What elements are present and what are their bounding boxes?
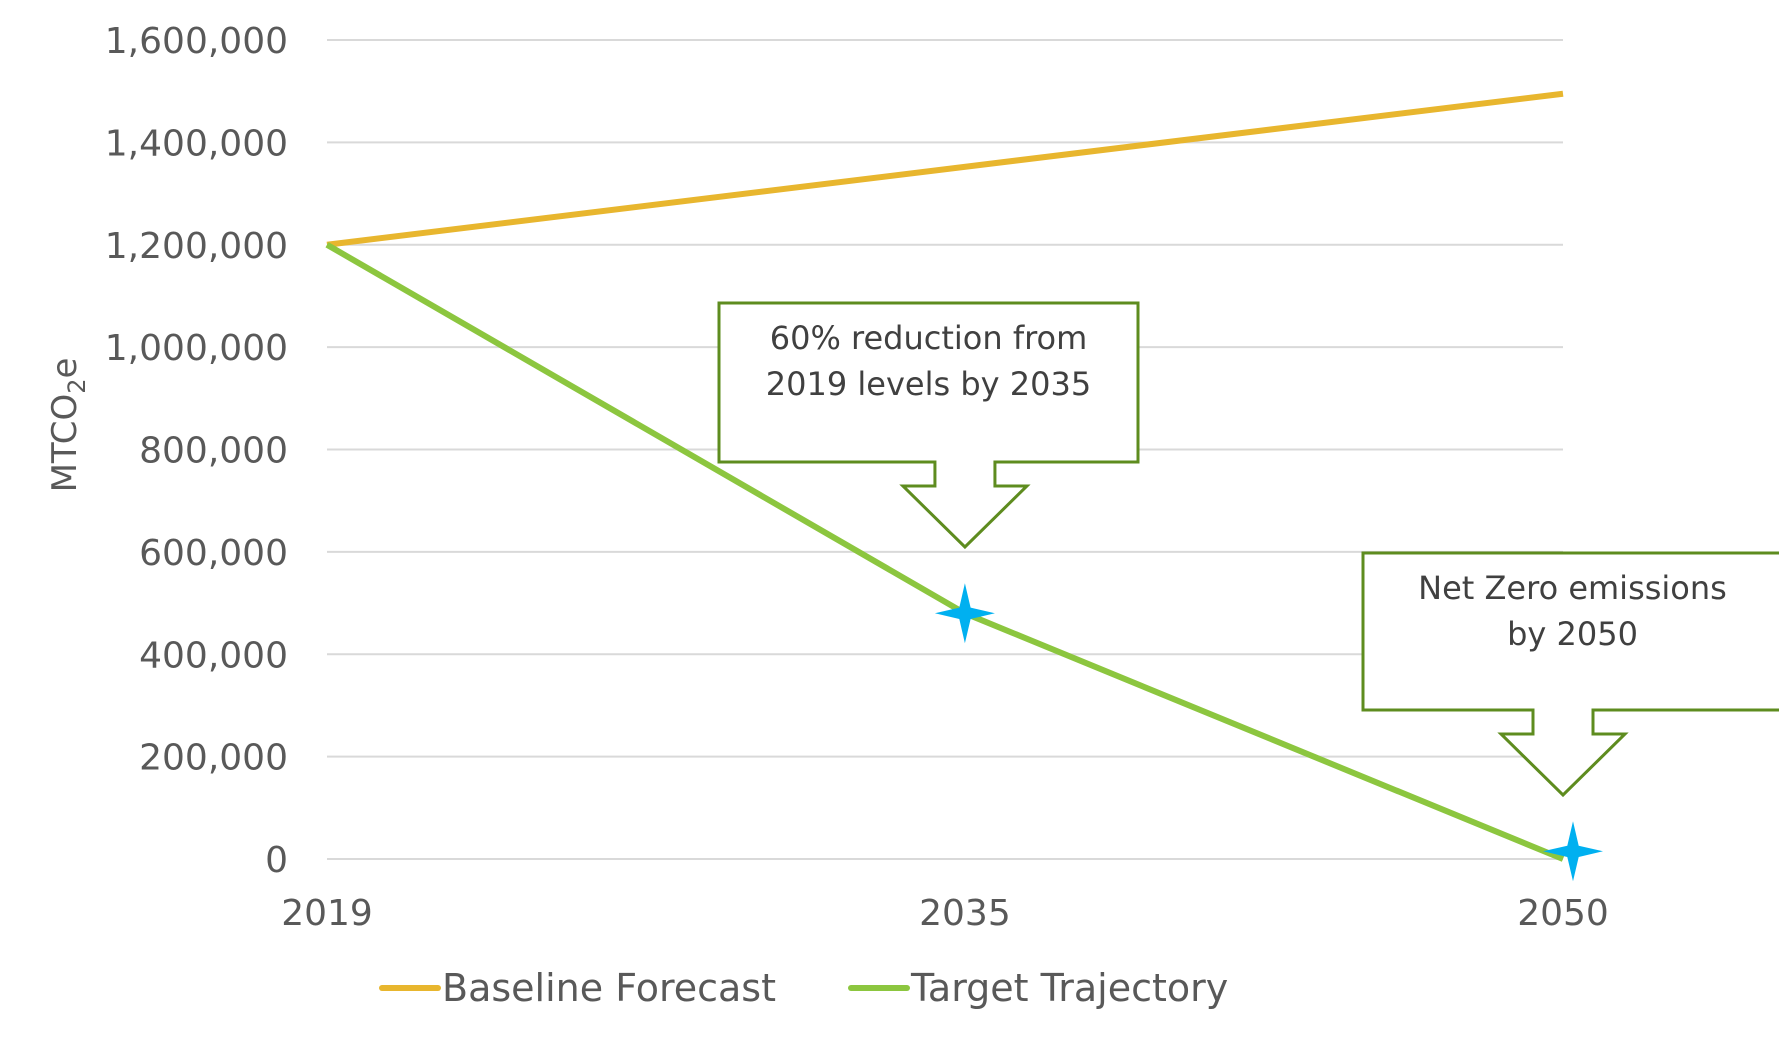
y-tick-label: 800,000 xyxy=(139,431,288,472)
y-tick-label: 1,200,000 xyxy=(105,226,288,267)
x-axis-tick-labels: 2019 2035 2050 xyxy=(281,893,1609,934)
y-tick-label: 600,000 xyxy=(139,533,288,574)
baseline-forecast-line xyxy=(326,90,1564,248)
y-axis-tick-labels: 0 200,000 400,000 600,000 800,000 1,000,000 1,… xyxy=(105,21,288,881)
y-tick-label: 1,000,000 xyxy=(105,328,288,369)
star-marker xyxy=(934,583,995,644)
y-tick-label: 1,600,000 xyxy=(105,21,288,62)
legend: Baseline Forecast Target Trajectory xyxy=(379,966,1228,1010)
callout-text: 2019 levels by 2035 xyxy=(766,365,1091,403)
y-tick-label: 400,000 xyxy=(139,635,288,676)
markers xyxy=(934,583,1603,882)
callout-text: 60% reduction from xyxy=(770,319,1088,357)
callout-text: by 2050 xyxy=(1507,615,1638,653)
callout-arrow-box xyxy=(717,301,1140,550)
x-tick-label: 2050 xyxy=(1517,893,1609,934)
legend-label: Target Trajectory xyxy=(910,966,1228,1010)
y-tick-label: 200,000 xyxy=(139,738,288,779)
x-tick-label: 2019 xyxy=(281,893,373,934)
y-axis-label: MTCO2e xyxy=(45,358,91,493)
legend-label: Baseline Forecast xyxy=(442,966,776,1010)
x-tick-label: 2035 xyxy=(919,893,1011,934)
y-tick-label: 1,400,000 xyxy=(105,123,288,164)
callout-arrow-box xyxy=(1361,551,1779,798)
star-marker xyxy=(1543,821,1603,882)
callouts: 60% reduction from 2019 levels by 2035 Net… xyxy=(717,301,1779,798)
y-tick-label: 0 xyxy=(265,840,288,881)
callout-text: Net Zero emissions xyxy=(1418,569,1727,607)
